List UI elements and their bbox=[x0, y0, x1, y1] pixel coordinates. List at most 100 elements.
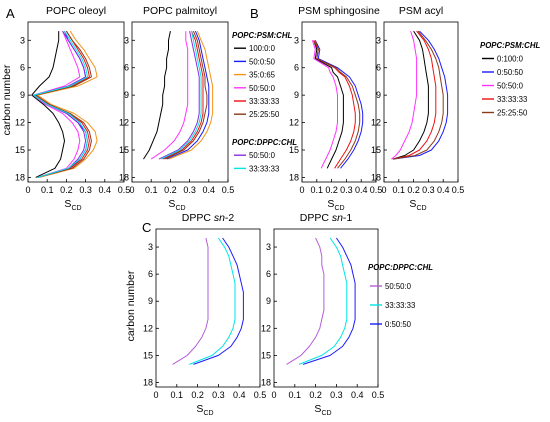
x-tick-label: 0.3 bbox=[422, 185, 435, 195]
y-tick-label: 6 bbox=[376, 63, 381, 73]
x-tick-label: 0.3 bbox=[330, 390, 343, 400]
series-line-3 bbox=[150, 31, 189, 160]
y-axis-label: carbon number bbox=[125, 270, 137, 341]
x-tick-label: 0.4 bbox=[99, 185, 112, 195]
y-tick-label: 6 bbox=[148, 269, 153, 279]
series-line-0 bbox=[313, 40, 344, 169]
legend-label: 50:0:50 bbox=[249, 57, 276, 66]
y-tick-label: 15 bbox=[289, 145, 299, 155]
series-line-2 bbox=[391, 30, 418, 160]
series-line-7 bbox=[160, 30, 202, 160]
x-tick-label: 0.3 bbox=[79, 185, 92, 195]
y-tick-label: 18 bbox=[119, 172, 129, 182]
series-line-1 bbox=[33, 30, 88, 178]
y-tick-label: 3 bbox=[148, 242, 153, 252]
x-axis-label: SCD bbox=[64, 198, 81, 212]
y-tick-label: 18 bbox=[371, 172, 381, 182]
x-tick-label: 0.4 bbox=[355, 185, 368, 195]
x-tick-label: 0.4 bbox=[203, 185, 216, 195]
plot-frame bbox=[155, 228, 261, 388]
plot-frame bbox=[131, 21, 229, 183]
y-tick-label: 18 bbox=[15, 172, 25, 182]
series-line-4 bbox=[314, 40, 361, 169]
legend-label: 33:33:33 bbox=[385, 301, 415, 310]
chart-panel-2: 0 0.1 0.2 0.3 0.4 0.5 3 6 9 12 15 18 PSM sphingosine… bbox=[250, 5, 382, 212]
x-tick-label: 0.2 bbox=[60, 185, 73, 195]
y-tick-label: 6 bbox=[294, 63, 299, 73]
series-line-1 bbox=[298, 237, 348, 365]
y-tick-label: 12 bbox=[261, 323, 271, 333]
y-tick-label: 9 bbox=[124, 90, 129, 100]
legend-title: POPC:PSM:CHL bbox=[480, 41, 540, 50]
y-tick-label: 9 bbox=[148, 296, 153, 306]
x-axis-label: SCD bbox=[168, 198, 185, 212]
y-tick-label: 15 bbox=[15, 145, 25, 155]
chart-panel-5: 0 0.1 0.2 0.3 0.4 0.5 3 6 9 12 15 18 DPPC sn-1 SCD bbox=[261, 212, 384, 417]
series-line-2 bbox=[37, 30, 98, 178]
x-tick-label: 0 bbox=[271, 390, 276, 400]
legend-3: POPC:DPPC:CHL 50:50:0 33:33:33 0:50:50 bbox=[368, 263, 433, 329]
legend-label: 50:50:0 bbox=[385, 282, 412, 291]
panel-letter: A bbox=[6, 6, 15, 21]
panel-letter: B bbox=[250, 6, 259, 21]
plot-frame bbox=[301, 21, 377, 183]
series-line-2 bbox=[193, 237, 244, 365]
x-axis-label: SCD bbox=[409, 198, 426, 212]
x-tick-label: 0 bbox=[153, 390, 158, 400]
x-axis-label: SCD bbox=[314, 403, 331, 417]
x-tick-label: 0.2 bbox=[309, 390, 322, 400]
legend-2: POPC:PSM:CHL 0:100:0 0:50:50 50:50:0 33:33:3… bbox=[480, 41, 540, 118]
y-tick-label: 6 bbox=[20, 63, 25, 73]
y-tick-label: 12 bbox=[371, 118, 381, 128]
y-tick-label: 12 bbox=[15, 118, 25, 128]
series-line-2 bbox=[311, 40, 338, 169]
y-tick-label: 3 bbox=[376, 35, 381, 45]
legend-title: POPC:PSM:CHL bbox=[232, 31, 292, 40]
y-tick-label: 18 bbox=[143, 377, 153, 387]
series-line-2 bbox=[168, 30, 214, 160]
chart-panel-1: 0 0.1 0.2 0.3 0.4 0.5 3 6 9 12 15 18 POPC palmitoyl S… bbox=[119, 5, 234, 212]
x-tick-label: 0.1 bbox=[41, 185, 54, 195]
legend-label: 50:50:0 bbox=[497, 82, 524, 91]
y-tick-label: 15 bbox=[371, 145, 381, 155]
x-tick-label: 0.4 bbox=[437, 185, 450, 195]
x-tick-label: 0.2 bbox=[191, 390, 204, 400]
legend-label: 25:25:50 bbox=[497, 109, 528, 118]
series-line-0 bbox=[172, 237, 209, 365]
series-line-3 bbox=[392, 30, 437, 160]
legend-label: 50:50:0 bbox=[249, 151, 276, 160]
x-axis-label: SCD bbox=[196, 403, 213, 417]
series-line-1 bbox=[189, 237, 236, 365]
x-tick-label: 0.3 bbox=[183, 185, 196, 195]
x-tick-label: 0 bbox=[25, 185, 30, 195]
legend-label: 35:0:65 bbox=[249, 71, 276, 80]
x-tick-label: 0.1 bbox=[171, 390, 184, 400]
y-tick-label: 12 bbox=[289, 118, 299, 128]
x-tick-label: 0.5 bbox=[254, 390, 267, 400]
series-line-2 bbox=[302, 237, 356, 365]
series-line-0 bbox=[143, 30, 171, 160]
x-tick-label: 0.3 bbox=[212, 390, 225, 400]
legend-title: POPC:DPPC:CHL bbox=[368, 263, 433, 272]
x-tick-label: 0.5 bbox=[370, 185, 383, 195]
y-tick-label: 15 bbox=[119, 145, 129, 155]
series-line-0 bbox=[31, 31, 65, 178]
panel-title: PSM sphingosine bbox=[298, 5, 380, 17]
series-line-4 bbox=[162, 30, 204, 160]
legend-label: 50:50:0 bbox=[249, 84, 276, 93]
legend-label: 0:50:50 bbox=[385, 320, 412, 329]
legend-label: 0:100:0 bbox=[497, 55, 524, 64]
y-tick-label: 6 bbox=[124, 63, 129, 73]
plot-frame bbox=[273, 228, 379, 388]
y-tick-label: 15 bbox=[143, 350, 153, 360]
x-tick-label: 0.2 bbox=[164, 185, 177, 195]
y-tick-label: 3 bbox=[294, 35, 299, 45]
series-line-7 bbox=[33, 30, 88, 178]
legend-label: 33:33:33 bbox=[249, 97, 279, 106]
panel-title: POPC palmitoyl bbox=[143, 5, 217, 17]
panel-letter: C bbox=[142, 220, 151, 235]
x-tick-label: 0 bbox=[129, 185, 134, 195]
chart-panel-0: 0 0.1 0.2 0.3 0.4 0.5 3 6 9 12 15 18 POPC oleoyl SCD c… bbox=[1, 5, 130, 212]
series-line-4 bbox=[392, 30, 444, 160]
